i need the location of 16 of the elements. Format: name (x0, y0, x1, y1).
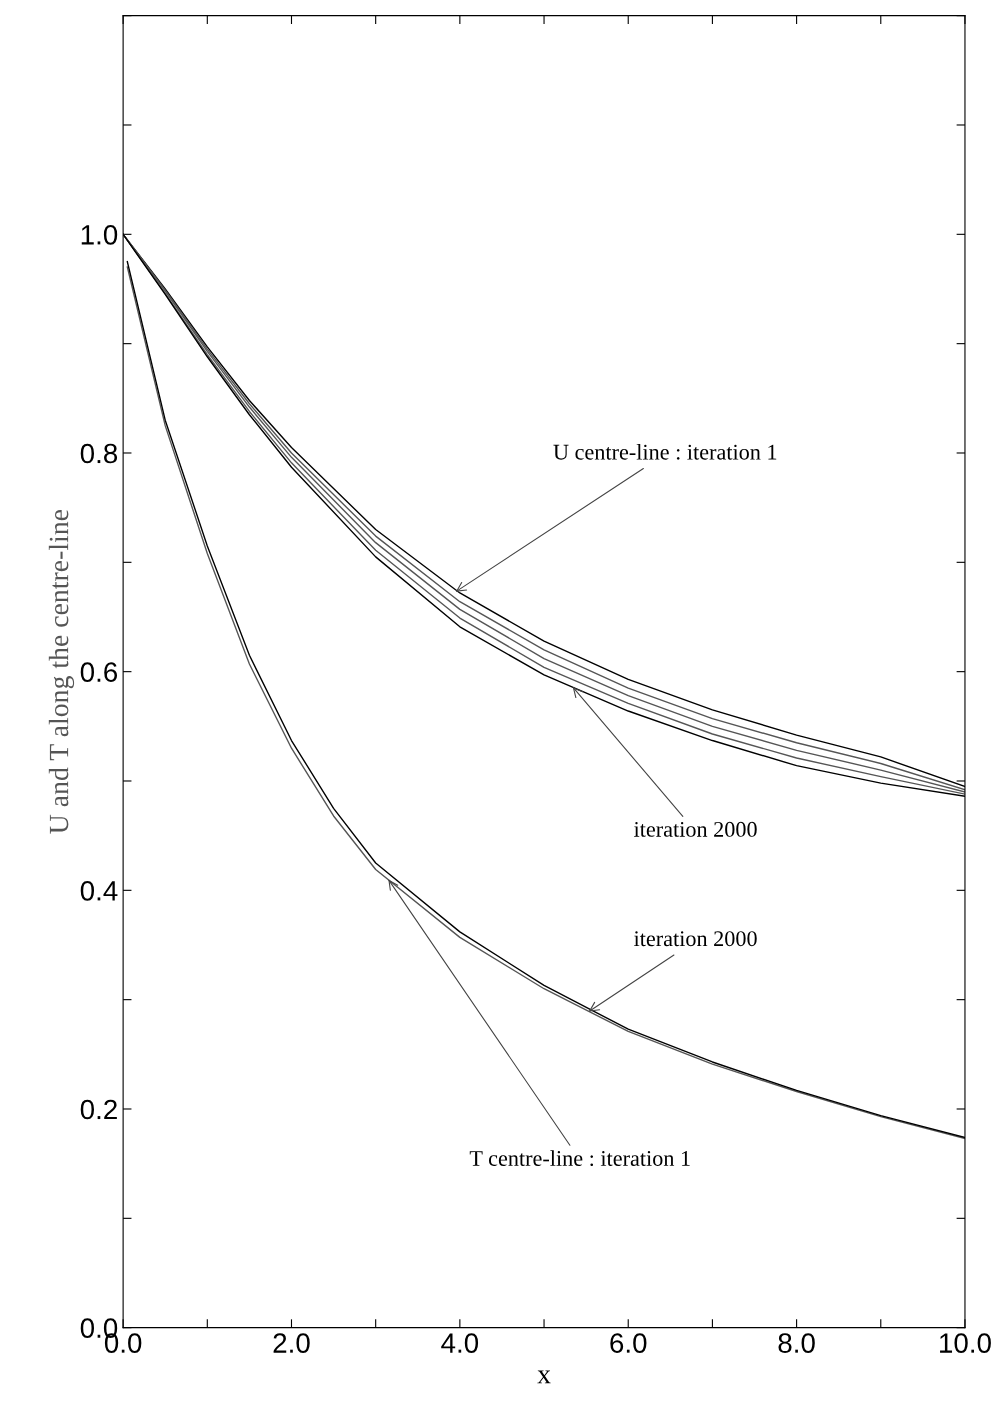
y-tick-label: 1.0 (81, 224, 118, 245)
y-tick-label: 0.2 (80, 1099, 117, 1120)
x-tick-label: 8.0 (778, 1333, 815, 1353)
annotation: iteration 2000 (634, 821, 757, 837)
x-tick-label: 6.0 (610, 1333, 647, 1353)
y-axis-title: U and T along the centre-line (48, 509, 75, 834)
annotation: T centre-line : iteration 1 (469, 1150, 690, 1167)
x-axis-title: x (537, 1370, 551, 1384)
x-tick-label: 4.0 (441, 1333, 479, 1353)
annotation: iteration 2000 (634, 931, 757, 947)
x-tick-label: 10.0 (940, 1333, 991, 1353)
y-tick-label: 0.6 (80, 662, 118, 682)
y-tick-label: 0.8 (80, 443, 118, 464)
y-tick-label: 0.4 (80, 880, 118, 901)
x-tick-label: 2.0 (273, 1333, 310, 1353)
annotation: U centre-line : iteration 1 (553, 444, 777, 460)
